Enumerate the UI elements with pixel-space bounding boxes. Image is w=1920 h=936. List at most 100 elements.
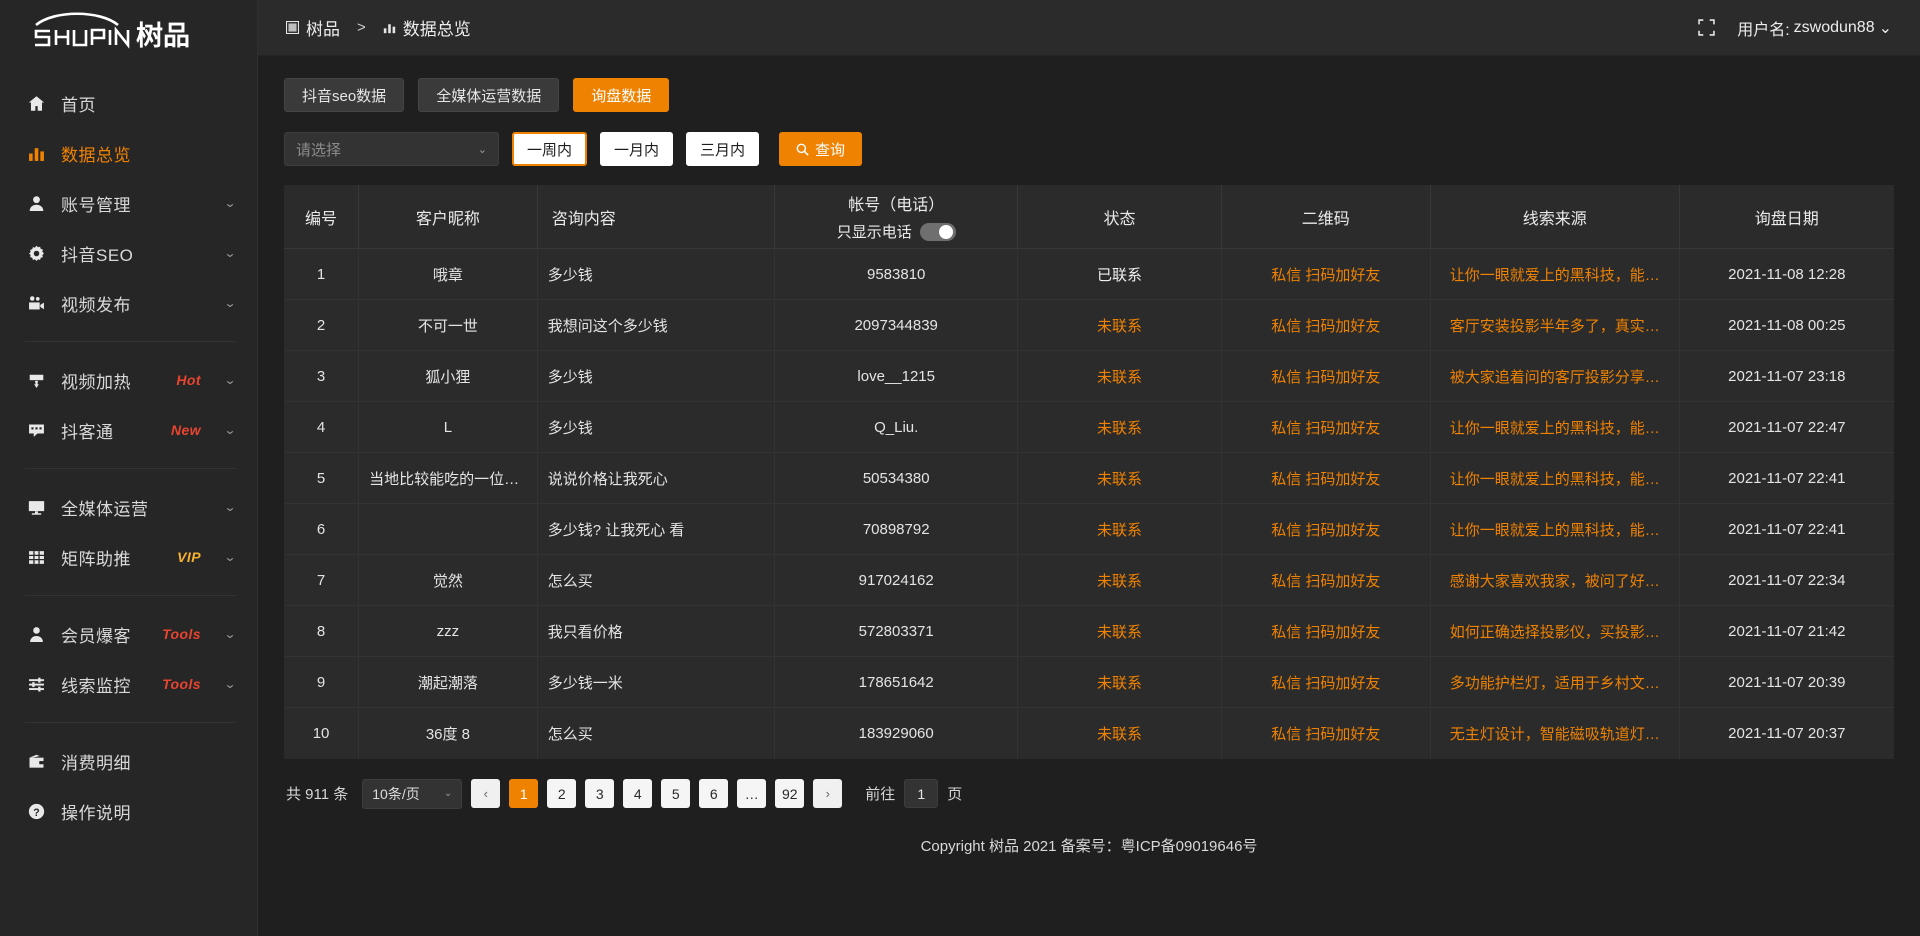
sidebar-item-home[interactable]: 首页	[0, 78, 257, 128]
source-link[interactable]: 如何正确选择投影仪，买投影…	[1449, 623, 1660, 641]
sidebar-item-lead-monitor[interactable]: 线索监控 Tools ⌄	[0, 659, 257, 709]
qr-private-message-link[interactable]: 私信	[1271, 266, 1302, 284]
page-button-5[interactable]: 5	[661, 779, 691, 808]
qr-private-message-link[interactable]: 私信	[1271, 368, 1302, 386]
range-three-month[interactable]: 三月内	[686, 132, 760, 166]
qr-add-friend-link[interactable]: 扫码加好友	[1305, 368, 1381, 386]
cell-status: 未联系	[1017, 503, 1222, 555]
tab-omnimedia-data[interactable]: 全媒体运营数据	[418, 78, 560, 112]
sidebar-item-video-boost[interactable]: 视频加热 Hot ⌄	[0, 355, 257, 405]
cell-qrcode[interactable]: 私信 扫码加好友	[1221, 656, 1431, 708]
page-button-4[interactable]: 4	[623, 779, 653, 808]
qr-private-message-link[interactable]: 私信	[1271, 317, 1302, 335]
tab-douyin-seo-data[interactable]: 抖音seo数据	[284, 78, 405, 112]
cell-qrcode[interactable]: 私信 扫码加好友	[1221, 554, 1431, 606]
page-ellipsis[interactable]: …	[737, 779, 767, 808]
page-button-92[interactable]: 92	[775, 779, 805, 808]
sidebar-item-douketong[interactable]: 抖客通 New ⌄	[0, 405, 257, 455]
cell-qrcode[interactable]: 私信 扫码加好友	[1221, 452, 1431, 504]
cell-source[interactable]: 让你一眼就爱上的黑科技，能…	[1430, 248, 1680, 300]
cell-source[interactable]: 如何正确选择投影仪，买投影…	[1430, 605, 1680, 657]
search-button[interactable]: 查询	[779, 132, 863, 166]
qr-private-message-link[interactable]: 私信	[1271, 572, 1302, 590]
cell-source[interactable]: 无主灯设计，智能磁吸轨道灯…	[1430, 707, 1680, 759]
cell-source[interactable]: 多功能护栏灯，适用于乡村文…	[1430, 656, 1680, 708]
phone-only-toggle[interactable]	[919, 222, 956, 241]
user-menu[interactable]: 用户名: zswodun88 ⌄	[1737, 16, 1892, 40]
sidebar-item-account-management[interactable]: 账号管理 ⌄	[0, 178, 257, 228]
cell-no: 6	[284, 503, 360, 555]
qr-add-friend-link[interactable]: 扫码加好友	[1305, 674, 1381, 692]
chevron-down-icon: ⌄	[223, 196, 237, 210]
sidebar-item-data-overview[interactable]: 数据总览	[0, 128, 257, 178]
source-link[interactable]: 让你一眼就爱上的黑科技，能…	[1449, 266, 1660, 284]
fullscreen-icon[interactable]	[1698, 19, 1715, 36]
source-link[interactable]: 无主灯设计，智能磁吸轨道灯…	[1449, 725, 1660, 743]
source-link[interactable]: 被大家追着问的客厅投影分享…	[1449, 368, 1660, 386]
qr-private-message-link[interactable]: 私信	[1271, 674, 1302, 692]
breadcrumb-item-app[interactable]: 树品	[286, 15, 340, 40]
brand-logo[interactable]: 树品	[0, 0, 257, 64]
goto-page-input[interactable]	[904, 779, 939, 808]
cell-qrcode[interactable]: 私信 扫码加好友	[1221, 350, 1431, 402]
cell-date: 2021-11-07 20:39	[1679, 656, 1894, 708]
page-size-select[interactable]: 10条/页 ⌄	[362, 778, 463, 809]
qr-add-friend-link[interactable]: 扫码加好友	[1305, 419, 1381, 437]
cell-source[interactable]: 感谢大家喜欢我家，被问了好…	[1430, 554, 1680, 606]
cell-source[interactable]: 让你一眼就爱上的黑科技，能…	[1430, 452, 1680, 504]
sidebar-item-instructions[interactable]: ? 操作说明	[0, 786, 257, 836]
page-button-2[interactable]: 2	[547, 779, 577, 808]
cell-qrcode[interactable]: 私信 扫码加好友	[1221, 503, 1431, 555]
qr-private-message-link[interactable]: 私信	[1271, 521, 1302, 539]
table-row: 4 L 多少钱 Q_Liu. 未联系 私信 扫码加好友 让你一眼就爱上的黑科技，能… 2021…	[284, 401, 1894, 453]
cell-qrcode[interactable]: 私信 扫码加好友	[1221, 299, 1431, 351]
page-button-1[interactable]: 1	[509, 779, 539, 808]
sidebar-item-label: 消费明细	[61, 753, 131, 773]
cell-account: love__1215	[774, 350, 1019, 402]
source-link[interactable]: 感谢大家喜欢我家，被问了好…	[1449, 572, 1660, 590]
cell-no: 5	[284, 452, 360, 504]
prev-page-button[interactable]: ‹	[471, 779, 501, 808]
qr-add-friend-link[interactable]: 扫码加好友	[1305, 623, 1381, 641]
qr-add-friend-link[interactable]: 扫码加好友	[1305, 725, 1381, 743]
qr-add-friend-link[interactable]: 扫码加好友	[1305, 572, 1381, 590]
sidebar-item-matrix-boost[interactable]: 矩阵助推 VIP ⌄	[0, 532, 257, 582]
source-link[interactable]: 让你一眼就爱上的黑科技，能…	[1449, 470, 1660, 488]
cell-qrcode[interactable]: 私信 扫码加好友	[1221, 401, 1431, 453]
next-page-button[interactable]: ›	[813, 779, 843, 808]
shupin-logo-icon: 树品	[34, 12, 190, 51]
source-link[interactable]: 让你一眼就爱上的黑科技，能…	[1449, 521, 1660, 539]
cell-source[interactable]: 被大家追着问的客厅投影分享…	[1430, 350, 1680, 402]
sidebar-item-billing-details[interactable]: 消费明细	[0, 736, 257, 786]
cell-source[interactable]: 让你一眼就爱上的黑科技，能…	[1430, 503, 1680, 555]
qr-private-message-link[interactable]: 私信	[1271, 725, 1302, 743]
breadcrumb-item-data-overview[interactable]: 数据总览	[383, 15, 471, 40]
qr-add-friend-link[interactable]: 扫码加好友	[1305, 266, 1381, 284]
qr-private-message-link[interactable]: 私信	[1271, 470, 1302, 488]
cell-source[interactable]: 客厅安装投影半年多了，真实…	[1430, 299, 1680, 351]
range-one-month[interactable]: 一月内	[600, 132, 674, 166]
source-link[interactable]: 让你一眼就爱上的黑科技，能…	[1449, 419, 1660, 437]
qr-add-friend-link[interactable]: 扫码加好友	[1305, 521, 1381, 539]
cell-qrcode[interactable]: 私信 扫码加好友	[1221, 605, 1431, 657]
source-link[interactable]: 客厅安装投影半年多了，真实…	[1449, 317, 1660, 335]
cell-qrcode[interactable]: 私信 扫码加好友	[1221, 707, 1431, 759]
cell-source[interactable]: 让你一眼就爱上的黑科技，能…	[1430, 401, 1680, 453]
qr-private-message-link[interactable]: 私信	[1271, 623, 1302, 641]
sidebar-item-member-boost[interactable]: 会员爆客 Tools ⌄	[0, 609, 257, 659]
page-button-3[interactable]: 3	[585, 779, 615, 808]
category-select[interactable]: 请选择 ⌄	[284, 132, 499, 166]
tab-inquiry-data[interactable]: 询盘数据	[573, 78, 670, 112]
sidebar-item-douyin-seo[interactable]: 抖音SEO ⌄	[0, 228, 257, 278]
sidebar-item-video-publish[interactable]: 视频发布 ⌄	[0, 278, 257, 328]
sidebar-item-omnimedia-operation[interactable]: 全媒体运营 ⌄	[0, 482, 257, 532]
range-one-week[interactable]: 一周内	[512, 132, 588, 166]
page-button-6[interactable]: 6	[699, 779, 729, 808]
qr-private-message-link[interactable]: 私信	[1271, 419, 1302, 437]
qr-add-friend-link[interactable]: 扫码加好友	[1305, 470, 1381, 488]
source-link[interactable]: 多功能护栏灯，适用于乡村文…	[1449, 674, 1660, 692]
chevron-down-icon: ⌄	[223, 500, 237, 514]
cell-date: 2021-11-07 23:18	[1679, 350, 1894, 402]
qr-add-friend-link[interactable]: 扫码加好友	[1305, 317, 1381, 335]
cell-qrcode[interactable]: 私信 扫码加好友	[1221, 248, 1431, 300]
